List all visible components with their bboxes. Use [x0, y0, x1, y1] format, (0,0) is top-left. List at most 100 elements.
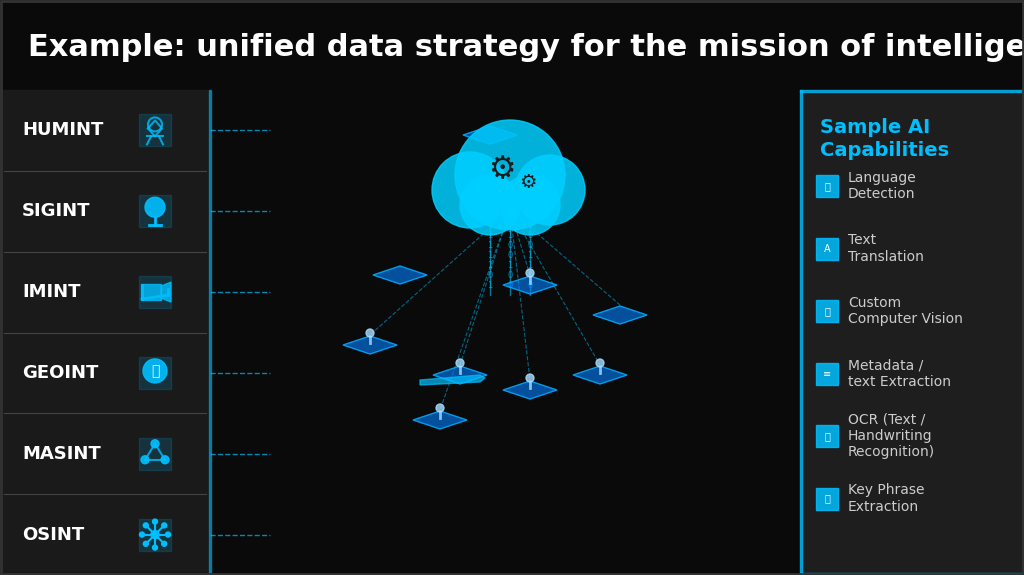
Text: 0: 0 — [527, 240, 532, 250]
Circle shape — [526, 374, 534, 382]
Polygon shape — [503, 276, 557, 294]
Circle shape — [166, 532, 171, 537]
Bar — [139, 114, 171, 147]
Text: 1: 1 — [487, 270, 493, 279]
Circle shape — [456, 359, 464, 367]
Text: 🔒: 🔒 — [151, 364, 159, 378]
Circle shape — [162, 523, 167, 528]
Circle shape — [143, 541, 148, 546]
Circle shape — [455, 120, 565, 230]
Text: ≡: ≡ — [823, 369, 831, 378]
Polygon shape — [503, 381, 557, 399]
Text: GEOINT: GEOINT — [22, 364, 98, 382]
Circle shape — [436, 404, 444, 412]
Text: 1: 1 — [507, 270, 513, 279]
Bar — [209, 90, 211, 575]
Polygon shape — [433, 366, 487, 384]
Text: 0: 0 — [487, 260, 493, 270]
Bar — [800, 90, 1024, 575]
Polygon shape — [161, 282, 171, 302]
Text: 0: 0 — [507, 251, 513, 259]
Text: IMINT: IMINT — [22, 283, 81, 301]
Polygon shape — [420, 375, 485, 385]
Bar — [816, 488, 838, 509]
Circle shape — [460, 175, 520, 235]
Circle shape — [139, 532, 144, 537]
Bar — [800, 90, 802, 575]
Bar — [139, 357, 171, 389]
Bar — [141, 284, 161, 300]
Text: 0: 0 — [507, 210, 513, 220]
Text: 📄: 📄 — [824, 431, 829, 441]
Text: 1: 1 — [527, 251, 532, 259]
Polygon shape — [593, 306, 647, 324]
Text: HUMINT: HUMINT — [22, 121, 103, 139]
Text: Language
Detection: Language Detection — [848, 171, 916, 201]
Text: 0: 0 — [507, 260, 513, 270]
Text: 1: 1 — [507, 231, 513, 240]
Bar — [0, 90, 210, 575]
Circle shape — [161, 456, 169, 464]
Circle shape — [143, 359, 167, 383]
Text: 1: 1 — [507, 220, 513, 229]
Text: 0: 0 — [527, 260, 532, 270]
Text: 0: 0 — [527, 231, 532, 240]
Bar — [139, 276, 171, 308]
Text: 1: 1 — [487, 251, 493, 259]
Bar — [816, 175, 838, 197]
Polygon shape — [343, 336, 397, 354]
Text: 0: 0 — [527, 210, 532, 220]
Circle shape — [153, 545, 158, 550]
Text: 1: 1 — [527, 220, 532, 229]
Bar — [139, 196, 171, 227]
Text: Text
Translation: Text Translation — [848, 233, 924, 263]
Circle shape — [151, 531, 159, 539]
Circle shape — [162, 541, 167, 546]
Polygon shape — [413, 411, 467, 429]
Bar — [0, 0, 1024, 90]
Text: 1: 1 — [487, 210, 493, 220]
Circle shape — [515, 155, 585, 225]
Circle shape — [596, 359, 604, 367]
Text: ⚙: ⚙ — [488, 155, 516, 185]
Circle shape — [143, 523, 148, 528]
Text: 0: 0 — [527, 281, 532, 289]
Bar — [816, 300, 838, 322]
Bar — [816, 237, 838, 259]
Circle shape — [141, 456, 150, 464]
Circle shape — [526, 269, 534, 277]
Bar — [139, 519, 171, 551]
Circle shape — [432, 152, 508, 228]
Text: ⚙: ⚙ — [519, 174, 537, 193]
Text: Metadata /
text Extraction: Metadata / text Extraction — [848, 358, 951, 389]
Text: MASINT: MASINT — [22, 444, 100, 463]
Polygon shape — [463, 126, 517, 144]
Bar — [139, 438, 171, 470]
Text: Sample AI
Capabilities: Sample AI Capabilities — [820, 118, 949, 160]
Text: 0: 0 — [487, 231, 493, 240]
Text: 🔍: 🔍 — [824, 493, 829, 504]
Text: 1: 1 — [487, 220, 493, 229]
Text: Custom
Computer Vision: Custom Computer Vision — [848, 296, 963, 326]
Circle shape — [366, 329, 374, 337]
Text: SIGINT: SIGINT — [22, 202, 90, 220]
Circle shape — [151, 440, 159, 448]
Text: 1: 1 — [507, 281, 513, 289]
Text: 1: 1 — [487, 240, 493, 250]
Bar — [800, 573, 1024, 575]
Circle shape — [500, 175, 560, 235]
Text: 🖥: 🖥 — [824, 306, 829, 316]
Polygon shape — [573, 366, 627, 384]
Text: 1: 1 — [527, 270, 532, 279]
Text: 💬: 💬 — [824, 181, 829, 191]
Circle shape — [153, 519, 158, 524]
Polygon shape — [373, 266, 427, 284]
Text: A: A — [823, 243, 830, 254]
Circle shape — [145, 197, 165, 217]
Text: OCR (Text /
Handwriting
Recognition): OCR (Text / Handwriting Recognition) — [848, 413, 935, 459]
Text: 0: 0 — [487, 281, 493, 289]
Bar — [816, 425, 838, 447]
Text: OSINT: OSINT — [22, 526, 84, 543]
Bar — [816, 362, 838, 385]
Text: 0: 0 — [507, 240, 513, 250]
